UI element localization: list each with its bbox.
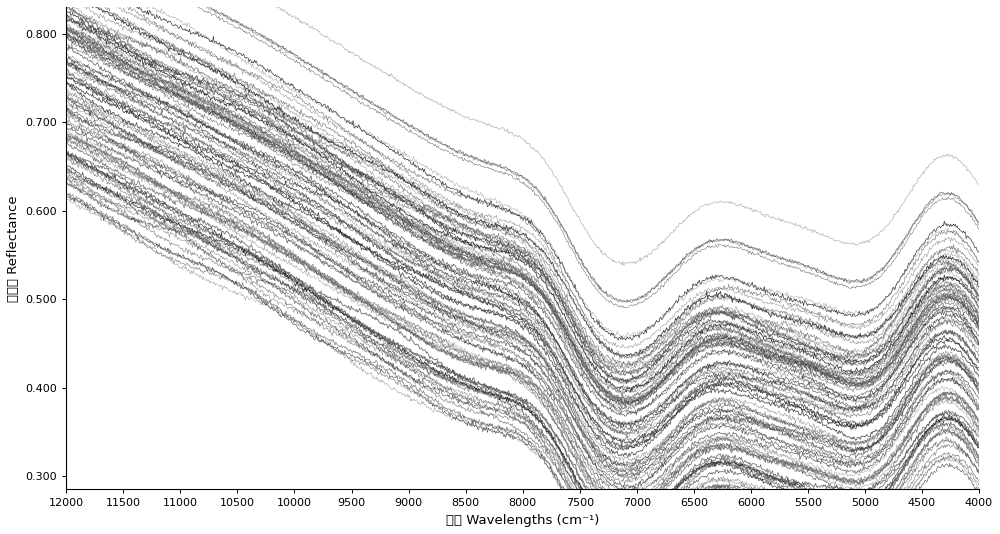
X-axis label: 波长 Wavelengths (cm⁻¹): 波长 Wavelengths (cm⁻¹): [446, 514, 599, 527]
Y-axis label: 反射率 Reflectance: 反射率 Reflectance: [7, 195, 20, 302]
